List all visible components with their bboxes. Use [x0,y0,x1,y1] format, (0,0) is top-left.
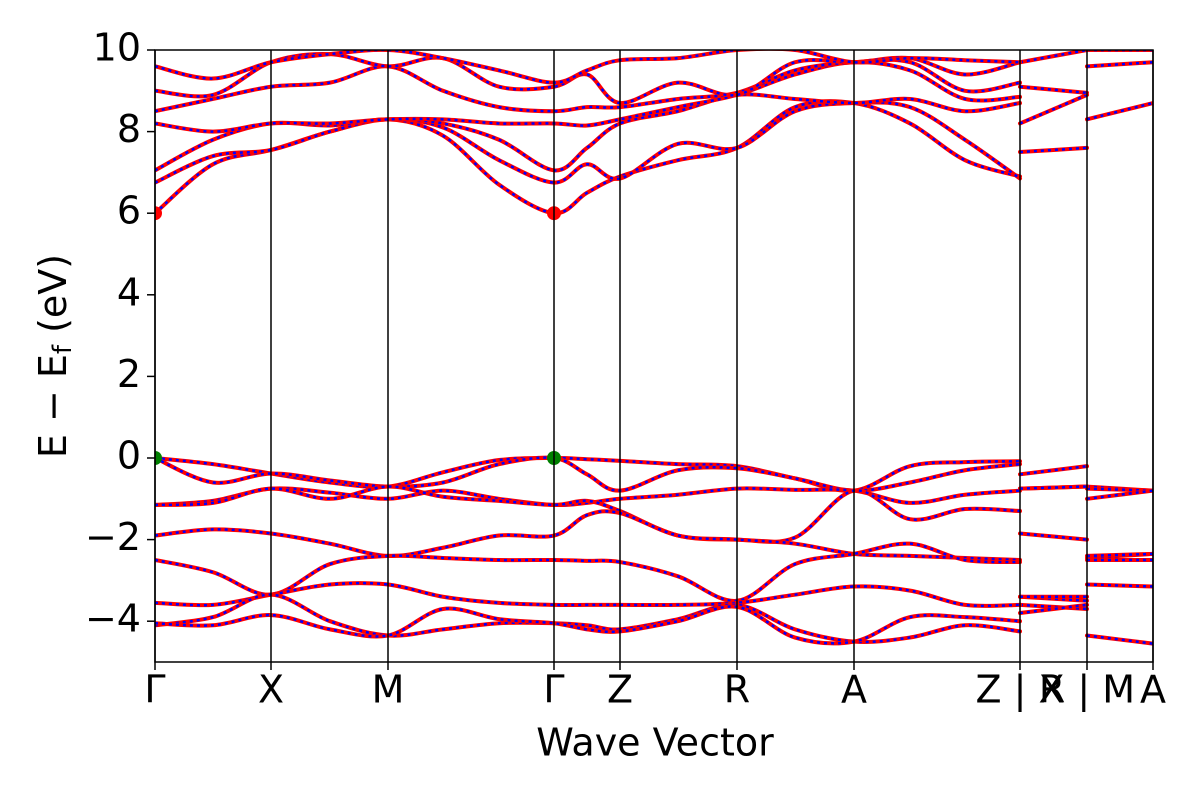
x-tick-label: A [841,668,867,712]
x-tick-label: Γ [543,668,564,712]
x-tick-label: Z [607,668,633,712]
x-tick-label: M [372,668,405,712]
band-overlay [155,456,1153,493]
x-tick-label: Z | X [975,668,1064,713]
y-tick-label: 2 [117,352,141,396]
y-tick-label: 8 [117,107,141,151]
band [155,541,1153,611]
y-label-unit: (eV) [31,254,75,333]
y-tick-label: −4 [85,597,141,641]
y-label-text: E − E [31,354,75,458]
band [155,558,1153,644]
x-tick-label: X [258,668,284,712]
band-overlay [155,509,1153,603]
band-overlay [155,581,1153,645]
x-tick-label: R [724,668,750,712]
extremum-marker [155,451,162,465]
y-tick-label: 4 [117,270,141,314]
x-axis-label: Wave Vector [536,721,774,765]
plot-area [155,50,1153,646]
x-tick-label: R | M [1039,668,1135,713]
y-axis-label: E − Ef (eV) [31,254,78,458]
y-tick-label: −2 [85,515,141,559]
band-overlay [155,558,1153,644]
extremum-marker [155,206,162,221]
band-overlay [155,485,1153,507]
x-tick-label: A [1140,668,1166,712]
band-overlay [155,58,1021,113]
y-tick-label: 6 [117,189,141,233]
y-tick-label: 10 [93,26,141,70]
y-tick-label: 0 [117,434,141,478]
band-overlay [155,542,1153,611]
band [155,581,1153,646]
y-label-subscript: f [48,344,78,354]
x-tick-label: Γ [144,668,165,712]
band-overlay [155,50,1021,84]
band-overlay [155,605,1021,645]
